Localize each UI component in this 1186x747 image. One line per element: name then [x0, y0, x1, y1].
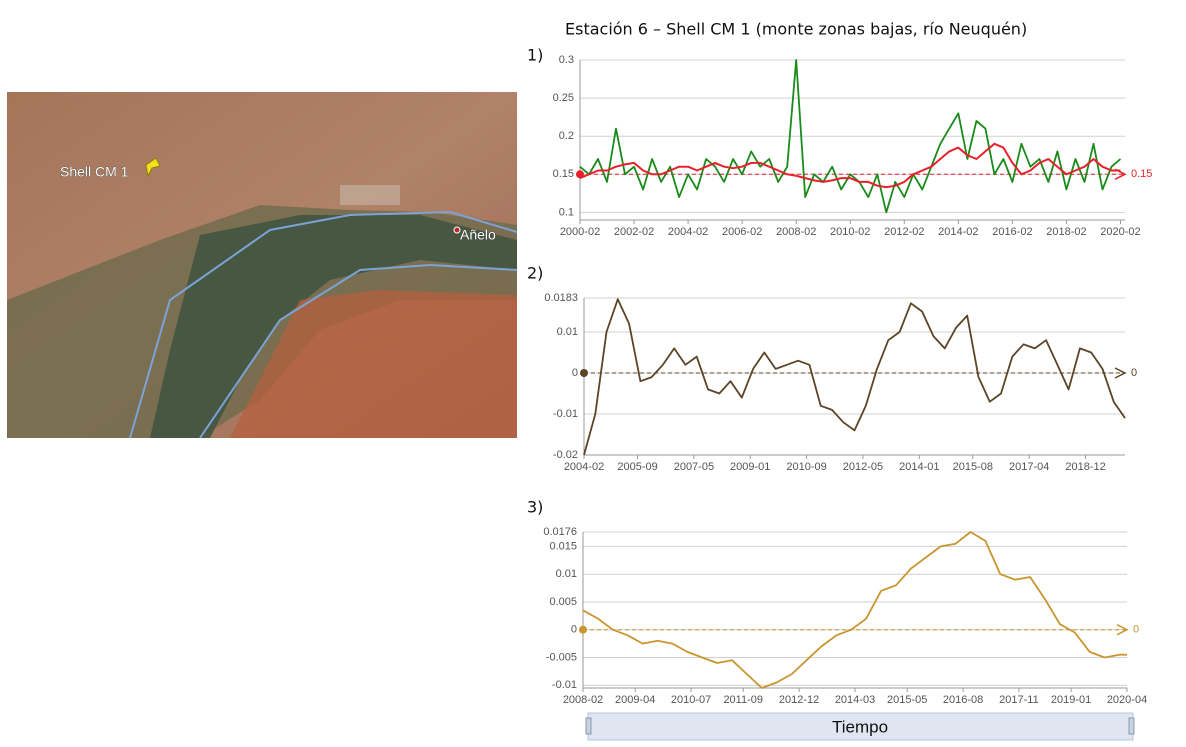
time-slider[interactable]: Tiempo — [586, 713, 1134, 740]
x-tick-label: 2008-02 — [776, 226, 816, 238]
x-tick-label: 2018-12 — [1065, 461, 1105, 473]
page: Estación 6 – Shell CM 1 (monte zonas baj… — [0, 0, 1186, 742]
x-tick-label: 2014-01 — [899, 461, 939, 473]
x-tick-label: 2009-01 — [730, 461, 770, 473]
x-tick-label: 2002-02 — [614, 226, 654, 238]
y-tick-label: 0.3 — [559, 54, 574, 66]
x-tick-label: 2008-02 — [563, 694, 603, 706]
x-tick-label: 2017-04 — [1009, 461, 1049, 473]
data-line — [583, 532, 1127, 688]
y-tick-label: -0.01 — [552, 679, 577, 691]
page-title: Estación 6 – Shell CM 1 (monte zonas baj… — [565, 20, 1027, 39]
x-tick-label: 2004-02 — [564, 461, 604, 473]
y-tick-label: 0.25 — [553, 92, 574, 104]
y-tick-label: 0.1 — [559, 206, 574, 218]
x-tick-label: 2010-09 — [786, 461, 826, 473]
x-tick-label: 2012-12 — [779, 694, 819, 706]
y-tick-label: 0.0176 — [543, 526, 577, 538]
reference-label: 0 — [1133, 624, 1139, 636]
reference-label: 0.15 — [1131, 168, 1152, 180]
satellite-map: Shell CM 1 Añelo — [7, 92, 517, 438]
slider-handle[interactable] — [586, 718, 591, 734]
x-tick-label: 2020-04 — [1107, 694, 1147, 706]
y-tick-label: 0.015 — [549, 540, 577, 552]
x-tick-label: 2014-03 — [835, 694, 875, 706]
y-tick-label: 0.01 — [556, 568, 577, 580]
x-tick-label: 2016-02 — [992, 226, 1032, 238]
reference-dot — [576, 170, 584, 178]
map-label: Shell CM 1 — [60, 164, 129, 180]
data-line — [584, 299, 1125, 455]
chart: 1) 0.1 0.15 0.2 0.25 0.3 2000-02 2002-02 2004-02… — [527, 46, 1152, 238]
y-tick-label: 0.005 — [549, 596, 577, 608]
x-tick-label: 2014-02 — [938, 226, 978, 238]
x-tick-label: 2015-05 — [887, 694, 927, 706]
map-label: Añelo — [460, 227, 496, 243]
x-tick-label: 2015-08 — [953, 461, 993, 473]
x-tick-label: 2010-07 — [671, 694, 711, 706]
y-tick-label: 0 — [571, 624, 577, 636]
x-tick-label: 2000-02 — [560, 226, 600, 238]
x-tick-label: 2009-04 — [615, 694, 655, 706]
y-tick-label: 0.2 — [559, 130, 574, 142]
x-tick-label: 2016-08 — [943, 694, 983, 706]
x-tick-label: 2020-02 — [1100, 226, 1140, 238]
y-tick-label: 0.0183 — [544, 292, 578, 304]
reference-label: 0 — [1131, 367, 1137, 379]
town — [340, 185, 400, 205]
panel-label: 3) — [527, 498, 543, 517]
y-tick-label: 0.01 — [557, 326, 578, 338]
y-tick-label: 0 — [572, 367, 578, 379]
x-tick-label: 2010-02 — [830, 226, 870, 238]
y-tick-label: -0.02 — [553, 449, 578, 461]
x-tick-label: 2019-01 — [1051, 694, 1091, 706]
figure: Estación 6 – Shell CM 1 (monte zonas baj… — [0, 0, 1186, 742]
slider-label: Tiempo — [832, 717, 888, 736]
x-tick-label: 2012-05 — [843, 461, 883, 473]
slider-handle[interactable] — [1129, 718, 1134, 734]
x-tick-label: 2006-02 — [722, 226, 762, 238]
y-tick-label: 0.15 — [553, 168, 574, 180]
x-tick-label: 2004-02 — [668, 226, 708, 238]
panel-label: 1) — [527, 46, 543, 65]
reference-dot — [580, 369, 588, 377]
chart: 3) -0.01 -0.005 0 0.005 0.01 0.015 0.0176 2008-0… — [527, 498, 1147, 706]
x-tick-label: 2018-02 — [1046, 226, 1086, 238]
reference-dot — [579, 626, 587, 634]
y-tick-label: -0.005 — [546, 651, 577, 663]
x-tick-label: 2012-02 — [884, 226, 924, 238]
panel-label: 2) — [527, 264, 543, 283]
chart: 2) -0.02 -0.01 0 0.01 0.0183 2004-02 2005-09 200… — [527, 264, 1137, 473]
x-tick-label: 2011-09 — [723, 694, 763, 706]
y-tick-label: -0.01 — [553, 408, 578, 420]
x-tick-label: 2005-09 — [617, 461, 657, 473]
x-tick-label: 2007-05 — [674, 461, 714, 473]
x-tick-label: 2017-11 — [999, 694, 1039, 706]
